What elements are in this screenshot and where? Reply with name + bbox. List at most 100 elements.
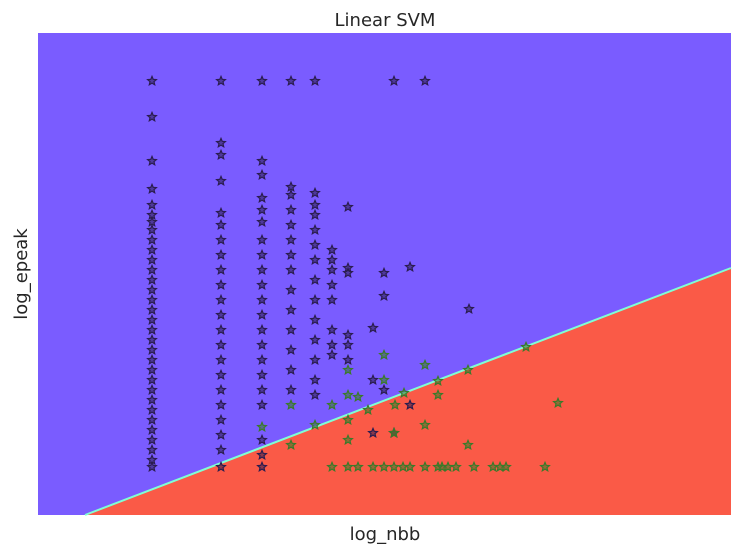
data-point (520, 340, 532, 352)
data-point (146, 413, 158, 425)
data-point (326, 338, 338, 350)
data-point (285, 203, 297, 215)
data-point (146, 293, 158, 305)
data-point (285, 398, 297, 410)
data-point (256, 168, 268, 180)
data-point (378, 383, 390, 395)
data-point (256, 323, 268, 335)
data-point (342, 200, 354, 212)
data-point (215, 248, 227, 260)
data-point (309, 198, 321, 210)
data-point (285, 218, 297, 230)
data-point (367, 321, 379, 333)
data-point (146, 283, 158, 295)
data-point (342, 433, 354, 445)
data-point (342, 413, 354, 425)
data-point (326, 323, 338, 335)
data-point (342, 353, 354, 365)
data-point (500, 460, 512, 472)
data-point (367, 426, 379, 438)
data-point (146, 383, 158, 395)
data-point (146, 303, 158, 315)
data-point (309, 353, 321, 365)
data-point (215, 398, 227, 410)
data-point (342, 338, 354, 350)
data-point (256, 448, 268, 460)
data-point (285, 343, 297, 355)
data-point (388, 74, 400, 86)
data-point (146, 333, 158, 345)
chart-title: Linear SVM (335, 10, 436, 31)
data-point (256, 460, 268, 472)
data-point (146, 460, 158, 472)
data-point (256, 191, 268, 203)
data-point (215, 353, 227, 365)
data-point (146, 443, 158, 455)
data-point (309, 313, 321, 325)
data-point (432, 388, 444, 400)
data-point (462, 363, 474, 375)
data-point (309, 253, 321, 265)
data-point (388, 426, 400, 438)
data-point (342, 266, 354, 278)
data-point (256, 233, 268, 245)
data-point (326, 293, 338, 305)
data-point (352, 390, 364, 402)
y-axis-label: log_epeak (11, 228, 32, 320)
data-point (146, 343, 158, 355)
data-point (378, 289, 390, 301)
data-point (215, 383, 227, 395)
data-point (378, 373, 390, 385)
data-point (378, 266, 390, 278)
data-point (468, 460, 480, 472)
data-point (419, 460, 431, 472)
data-point (256, 154, 268, 166)
data-point (146, 253, 158, 265)
data-point (256, 278, 268, 290)
data-point (256, 353, 268, 365)
data-point (326, 253, 338, 265)
data-point (146, 373, 158, 385)
data-point (215, 413, 227, 425)
data-point (285, 363, 297, 375)
data-point (215, 443, 227, 455)
data-point (256, 74, 268, 86)
data-point (256, 433, 268, 445)
data-point (215, 338, 227, 350)
data-point (388, 460, 400, 472)
data-point (362, 403, 374, 415)
data-point (285, 438, 297, 450)
data-point (342, 388, 354, 400)
data-point (256, 338, 268, 350)
data-point (215, 263, 227, 275)
data-point (309, 238, 321, 250)
data-point (404, 460, 416, 472)
data-point (309, 74, 321, 86)
data-point (309, 293, 321, 305)
data-point (309, 373, 321, 385)
data-point (309, 208, 321, 220)
data-point (146, 393, 158, 405)
data-point (146, 353, 158, 365)
data-point (256, 398, 268, 410)
data-point (215, 278, 227, 290)
x-axis-label: log_nbb (350, 524, 421, 545)
data-point (285, 233, 297, 245)
data-point (419, 74, 431, 86)
data-point (342, 328, 354, 340)
data-point (450, 460, 462, 472)
data-point (285, 383, 297, 395)
data-point (256, 420, 268, 432)
data-point (419, 358, 431, 370)
data-point (146, 323, 158, 335)
data-point (309, 186, 321, 198)
data-point (146, 198, 158, 210)
data-point (146, 223, 158, 235)
data-point (146, 182, 158, 194)
data-point (146, 110, 158, 122)
data-point (309, 388, 321, 400)
data-point (146, 363, 158, 375)
data-point (215, 206, 227, 218)
data-point (285, 283, 297, 295)
